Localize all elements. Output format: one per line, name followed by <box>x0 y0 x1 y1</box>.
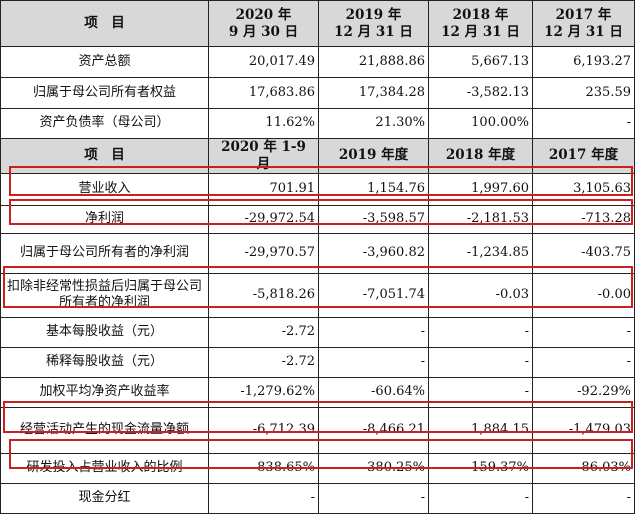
value-cell: - <box>428 316 533 348</box>
period-header: 2017 年度 <box>532 138 635 174</box>
table-row: 营业收入 701.91 1,154.76 1,997.60 3,105.63 <box>0 172 635 206</box>
item-header: 项 目 <box>0 0 209 47</box>
value-cell: 6,193.27 <box>532 46 635 78</box>
value-cell: -2.72 <box>208 316 319 348</box>
value-cell: - <box>532 108 635 139</box>
value-cell: -92.29% <box>532 376 635 408</box>
value-cell: -3,598.57 <box>318 204 429 234</box>
period-header: 2019 年 12 月 31 日 <box>318 0 429 47</box>
value-cell: 1,884.15 <box>428 406 533 454</box>
table-row: 扣除非经常性损益后归属于母公司所有者的净利润 -5,818.26 -7,051.… <box>0 272 635 318</box>
value-cell: -2,181.53 <box>428 204 533 234</box>
value-cell: 1,154.76 <box>318 172 429 206</box>
value-cell: -6,712.39 <box>208 406 319 454</box>
value-cell: 380.25% <box>318 452 429 484</box>
value-cell: -5,818.26 <box>208 272 319 318</box>
row-label: 资产负债率（母公司） <box>0 108 209 139</box>
value-cell: 21.30% <box>318 108 429 139</box>
table-row: 经营活动产生的现金流量净额 -6,712.39 -8,466.21 1,884.… <box>0 406 635 454</box>
value-cell: -60.64% <box>318 376 429 408</box>
value-cell: -2.72 <box>208 346 319 378</box>
table-row: 研发投入占营业收入的比例 838.65% 380.25% 159.37% 86.… <box>0 452 635 484</box>
table-row: 归属于母公司所有者的净利润 -29,970.57 -3,960.82 -1,23… <box>0 232 635 274</box>
row-label: 研发投入占营业收入的比例 <box>0 452 209 484</box>
row-label: 净利润 <box>0 204 209 234</box>
value-cell: - <box>428 376 533 408</box>
value-cell: -3,960.82 <box>318 232 429 274</box>
row-label: 归属于母公司所有者权益 <box>0 77 209 109</box>
value-cell: -29,972.54 <box>208 204 319 234</box>
table-row: 资产总额 20,017.49 21,888.86 5,667.13 6,193.… <box>0 46 635 78</box>
value-cell: -713.28 <box>532 204 635 234</box>
period-header: 2020 年 9 月 30 日 <box>208 0 319 47</box>
table-row: 资产负债率（母公司） 11.62% 21.30% 100.00% - <box>0 108 635 139</box>
value-cell: 11.62% <box>208 108 319 139</box>
value-cell: -0.00 <box>532 272 635 318</box>
value-cell: 1,997.60 <box>428 172 533 206</box>
value-cell: - <box>318 482 429 514</box>
row-label: 营业收入 <box>0 172 209 206</box>
value-cell: 3,105.63 <box>532 172 635 206</box>
value-cell: 20,017.49 <box>208 46 319 78</box>
table-row: 现金分红 - - - - <box>0 482 635 514</box>
value-cell: 235.59 <box>532 77 635 109</box>
value-cell: -403.75 <box>532 232 635 274</box>
value-cell: 21,888.86 <box>318 46 429 78</box>
table-row: 归属于母公司所有者权益 17,683.86 17,384.28 -3,582.1… <box>0 77 635 109</box>
value-cell: - <box>532 482 635 514</box>
value-cell: 838.65% <box>208 452 319 484</box>
table-row: 基本每股收益（元） -2.72 - - - <box>0 316 635 348</box>
row-label: 基本每股收益（元） <box>0 316 209 348</box>
value-cell: - <box>428 482 533 514</box>
value-cell: - <box>318 316 429 348</box>
value-cell: 100.00% <box>428 108 533 139</box>
row-label: 归属于母公司所有者的净利润 <box>0 232 209 274</box>
table-row: 稀释每股收益（元） -2.72 - - - <box>0 346 635 378</box>
row-label: 加权平均净资产收益率 <box>0 376 209 408</box>
value-cell: -1,279.62% <box>208 376 319 408</box>
table-row: 加权平均净资产收益率 -1,279.62% -60.64% - -92.29% <box>0 376 635 408</box>
value-cell: - <box>428 346 533 378</box>
value-cell: - <box>532 316 635 348</box>
row-label-text: 研发投入占营业收入的比例 <box>26 460 183 476</box>
value-cell: -7,051.74 <box>318 272 429 318</box>
value-cell: -8,466.21 <box>318 406 429 454</box>
value-cell: - <box>532 346 635 378</box>
value-cell: - <box>208 482 319 514</box>
value-cell: -1,234.85 <box>428 232 533 274</box>
value-cell: 5,667.13 <box>428 46 533 78</box>
value-cell: 86.03% <box>532 452 635 484</box>
period-header: 2018 年 12 月 31 日 <box>428 0 533 47</box>
period-header: 2020 年 1-9 月 <box>208 138 319 174</box>
row-label: 资产总额 <box>0 46 209 78</box>
item-header: 项 目 <box>0 138 209 174</box>
value-cell: 701.91 <box>208 172 319 206</box>
row-label: 扣除非经常性损益后归属于母公司所有者的净利润 <box>0 272 209 318</box>
value-cell: 17,384.28 <box>318 77 429 109</box>
period-header: 2018 年度 <box>428 138 533 174</box>
row-label: 经营活动产生的现金流量净额 <box>0 406 209 454</box>
income-header-row: 项 目 2020 年 1-9 月 2019 年度 2018 年度 2017 年度 <box>0 138 635 174</box>
period-header: 2017 年 12 月 31 日 <box>532 0 635 47</box>
value-cell: -3,582.13 <box>428 77 533 109</box>
value-cell: 159.37% <box>428 452 533 484</box>
value-cell: -29,970.57 <box>208 232 319 274</box>
value-cell: - <box>318 346 429 378</box>
balance-header-row: 项 目 2020 年 9 月 30 日 2019 年 12 月 31 日 201… <box>0 0 635 47</box>
row-label: 现金分红 <box>0 482 209 514</box>
row-label: 稀释每股收益（元） <box>0 346 209 378</box>
value-cell: -1,479.03 <box>532 406 635 454</box>
period-header: 2019 年度 <box>318 138 429 174</box>
table-row: 净利润 -29,972.54 -3,598.57 -2,181.53 -713.… <box>0 204 635 234</box>
value-cell: -0.03 <box>428 272 533 318</box>
value-cell: 17,683.86 <box>208 77 319 109</box>
